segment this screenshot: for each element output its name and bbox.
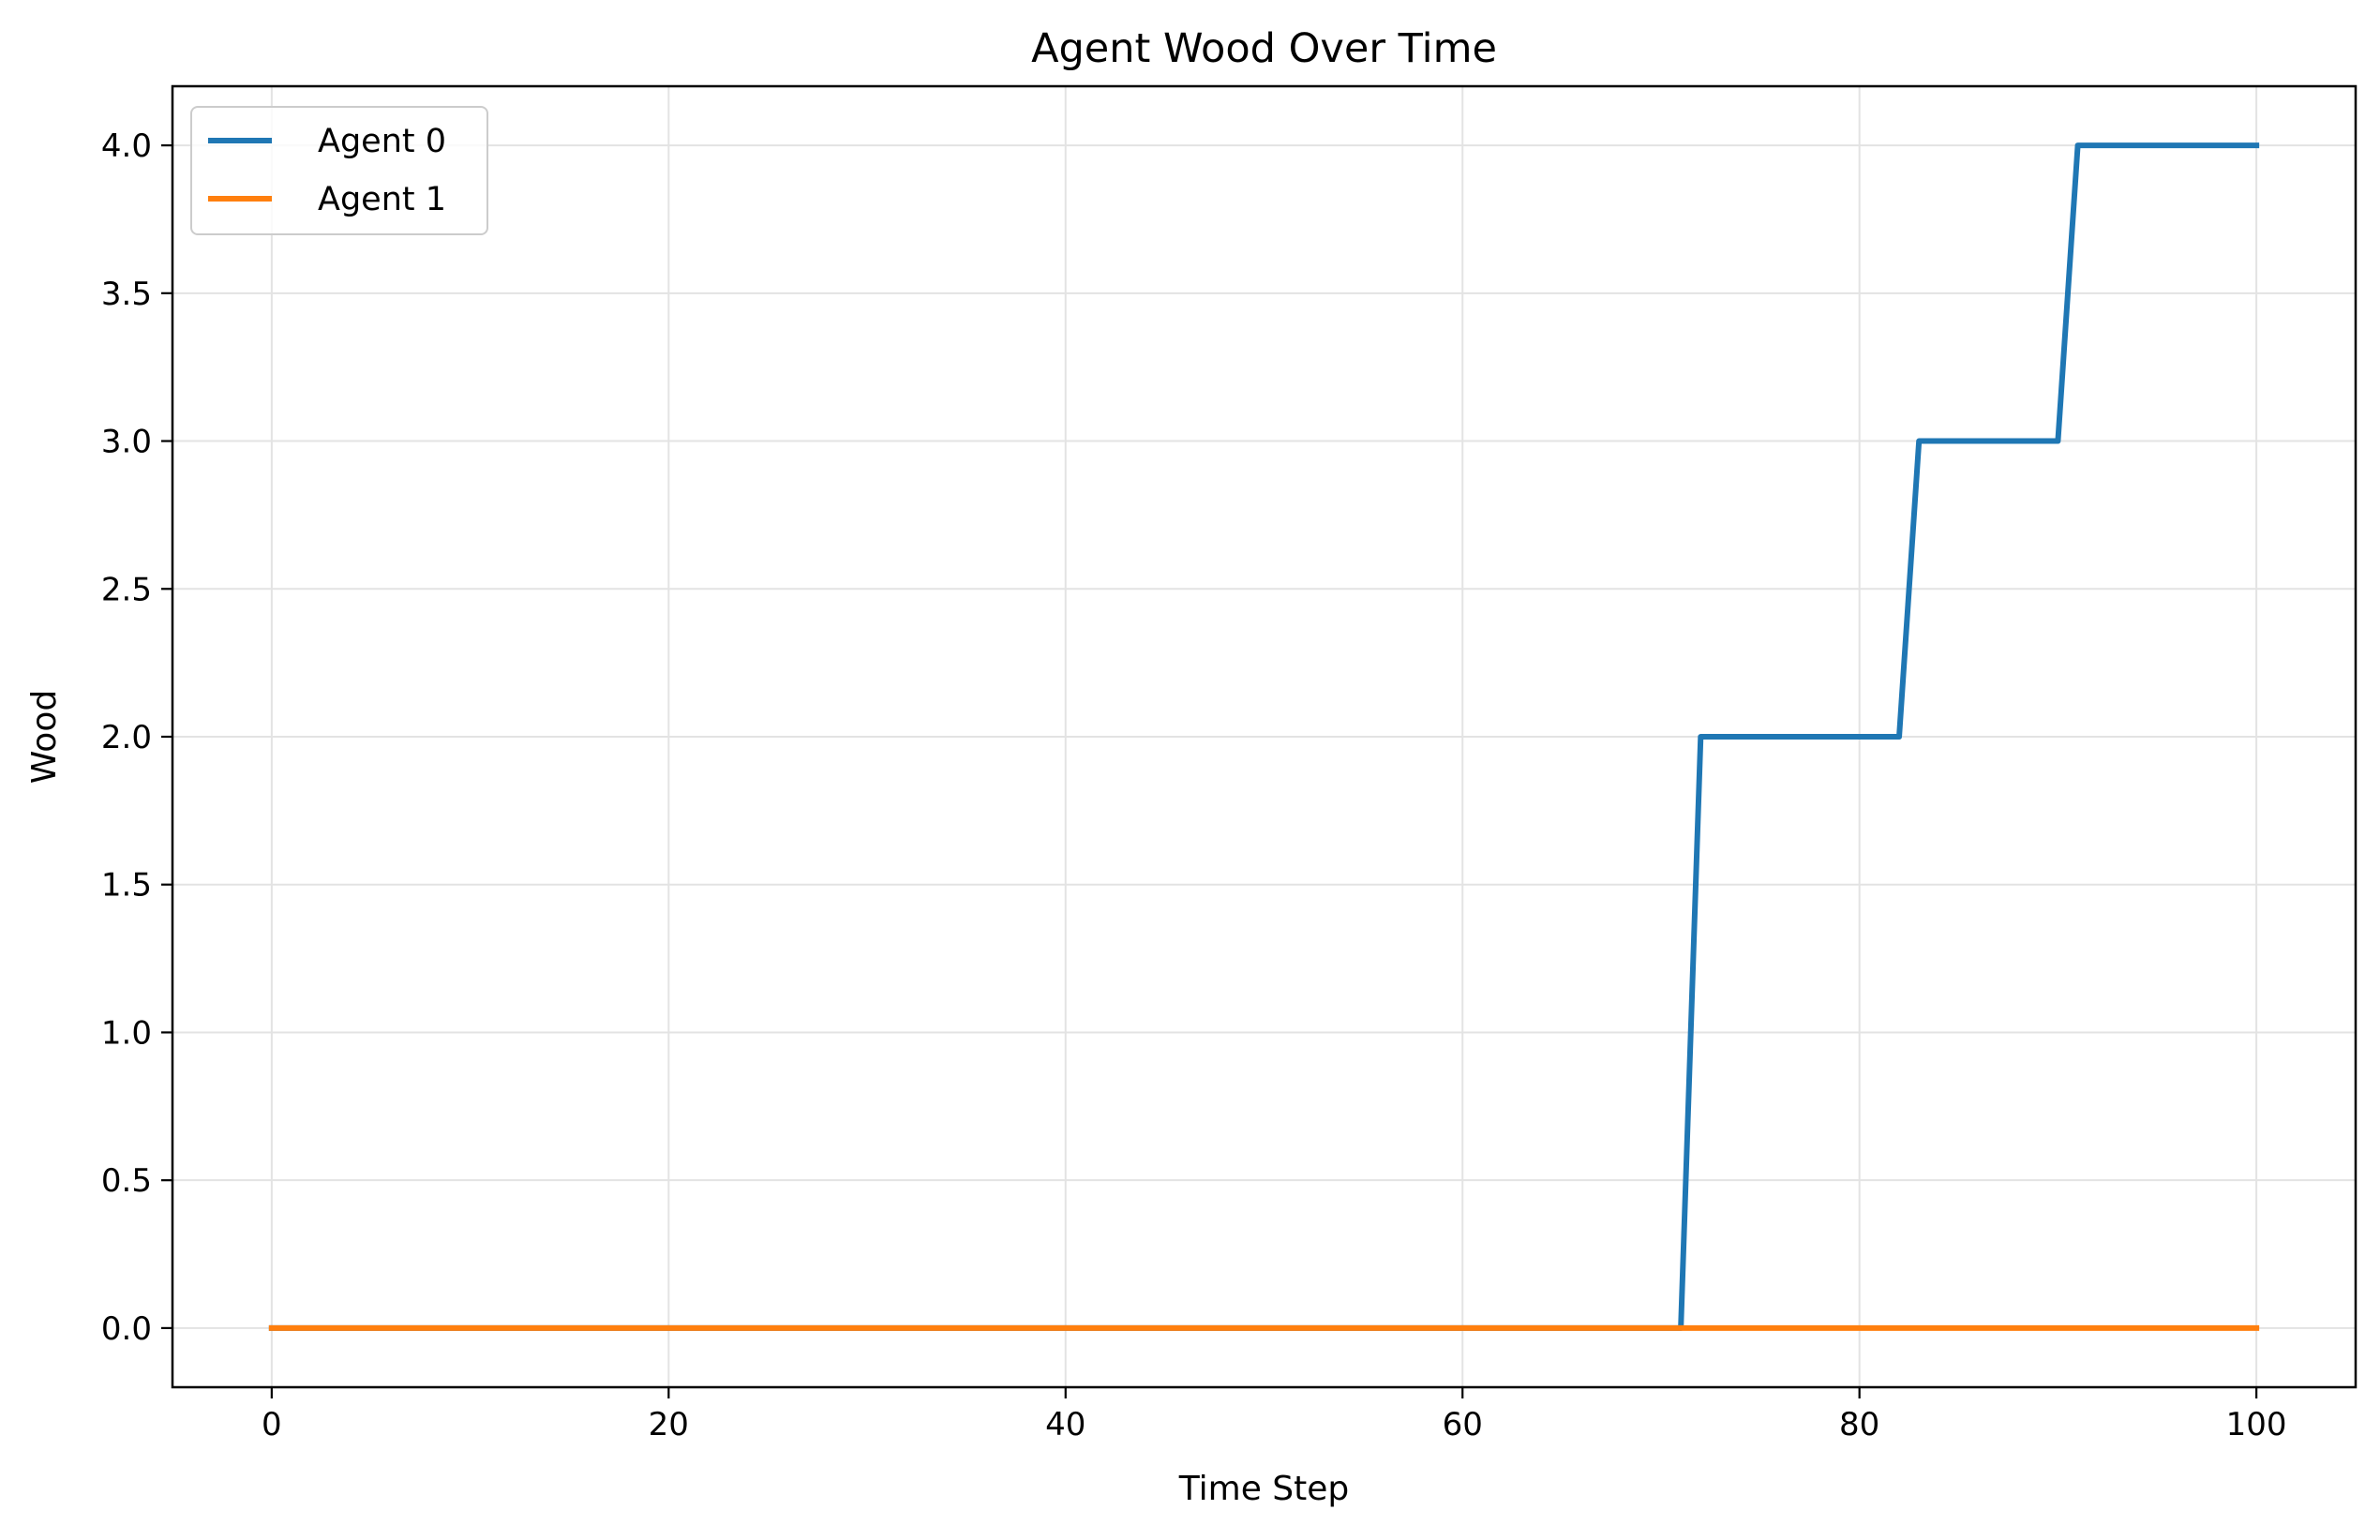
y-tick-label: 1.5 — [101, 867, 152, 905]
x-axis-label: Time Step — [1178, 1470, 1350, 1508]
y-tick-label: 2.5 — [101, 571, 152, 608]
y-tick-label: 3.5 — [101, 276, 152, 313]
legend-label: Agent 0 — [318, 123, 446, 160]
series-lines — [268, 142, 2260, 1331]
x-tick-label: 20 — [649, 1406, 689, 1443]
series-line-0 — [268, 142, 2260, 1331]
grid-lines — [172, 86, 2356, 1387]
chart-title: Agent Wood Over Time — [1031, 25, 1497, 72]
y-tick-label: 0.0 — [101, 1310, 152, 1348]
y-axis-label: Wood — [25, 690, 64, 784]
axis-ticks: 0 20 40 60 80 100 0.0 0.5 1.0 1.5 2.0 2.5 3.0 3.5 4.0 — [101, 127, 2287, 1443]
x-tick-label: 80 — [1839, 1406, 1879, 1443]
x-tick-label: 0 — [262, 1406, 282, 1443]
y-tick-label: 4.0 — [101, 127, 152, 165]
y-tick-label: 1.0 — [101, 1014, 152, 1052]
y-tick-label: 2.0 — [101, 719, 152, 756]
legend-label: Agent 1 — [318, 181, 446, 218]
x-tick-label: 60 — [1443, 1406, 1483, 1443]
x-tick-label: 40 — [1045, 1406, 1085, 1443]
y-tick-label: 0.5 — [101, 1162, 152, 1200]
x-tick-label: 100 — [2226, 1406, 2287, 1443]
y-tick-label: 3.0 — [101, 424, 152, 461]
legend: Agent 0 Agent 1 — [190, 106, 488, 235]
